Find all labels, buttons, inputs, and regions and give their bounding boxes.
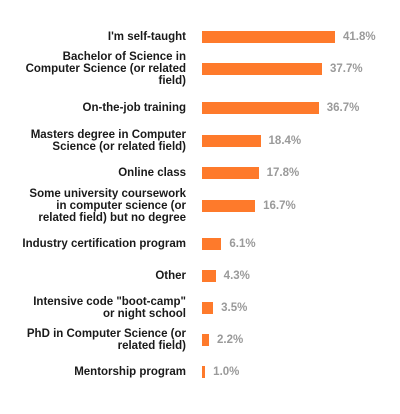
category-label: Intensive code "boot-camp" or night schoo…: [0, 296, 186, 320]
category-label: Industry certification program: [0, 238, 186, 250]
category-label: Online class: [0, 167, 186, 179]
category-label-line: Online class: [118, 167, 186, 179]
bar: [202, 302, 214, 314]
value-label: 1.0%: [213, 366, 240, 378]
bar: [202, 31, 335, 43]
category-label: Other: [0, 270, 186, 282]
value-label: 6.1%: [229, 238, 256, 250]
category-label-line: Some university coursework: [29, 188, 186, 200]
bar: [202, 366, 206, 378]
category-label-line: field): [158, 75, 186, 87]
category-label-line: related field) but no degree: [38, 212, 186, 224]
value-label: 41.8%: [343, 31, 376, 43]
bar: [202, 238, 222, 250]
bar: [202, 334, 209, 346]
value-label: 36.7%: [326, 102, 360, 114]
category-label: I'm self-taught: [0, 31, 186, 43]
category-label-line: Intensive code "boot-camp": [33, 296, 186, 308]
value-label: 3.5%: [221, 302, 248, 314]
category-label-line: Masters degree in Computer: [30, 129, 186, 141]
bar: [202, 102, 319, 114]
category-label: PhD in Computer Science (or related field…: [0, 328, 186, 352]
bar: [202, 63, 322, 75]
value-label: 37.7%: [329, 63, 363, 75]
bar: [202, 200, 256, 212]
category-label-line: On-the-job training: [82, 102, 186, 114]
bar: [202, 135, 261, 147]
category-label: Some university coursework in computer sc…: [0, 188, 186, 224]
category-label-line: I'm self-taught: [107, 31, 186, 43]
category-label-line: related field): [117, 340, 186, 352]
bar: [202, 167, 259, 179]
category-label-line: Science (or related field): [52, 141, 186, 153]
category-label-line: PhD in Computer Science (or: [26, 328, 186, 340]
category-label: On-the-job training: [0, 102, 186, 114]
category-label: Bachelor of Science in Computer Science (…: [0, 51, 186, 87]
value-label: 4.3%: [223, 270, 250, 282]
category-label: Masters degree in Computer Science (or re…: [0, 129, 186, 153]
category-label-line: in computer science (or: [56, 200, 186, 212]
value-label: 18.4%: [268, 135, 302, 147]
category-label-line: Other: [155, 270, 186, 282]
category-label-line: Computer Science (or related: [25, 63, 186, 75]
value-label: 2.2%: [217, 334, 244, 346]
category-label-line: or night school: [102, 308, 186, 320]
category-label-line: Industry certification program: [22, 238, 186, 250]
category-label-line: Bachelor of Science in: [62, 51, 186, 63]
category-label-line: Mentorship program: [74, 366, 186, 378]
bar: [202, 270, 216, 282]
value-label: 16.7%: [263, 200, 296, 212]
value-label: 17.8%: [266, 167, 300, 179]
category-label: Mentorship program: [0, 366, 186, 378]
